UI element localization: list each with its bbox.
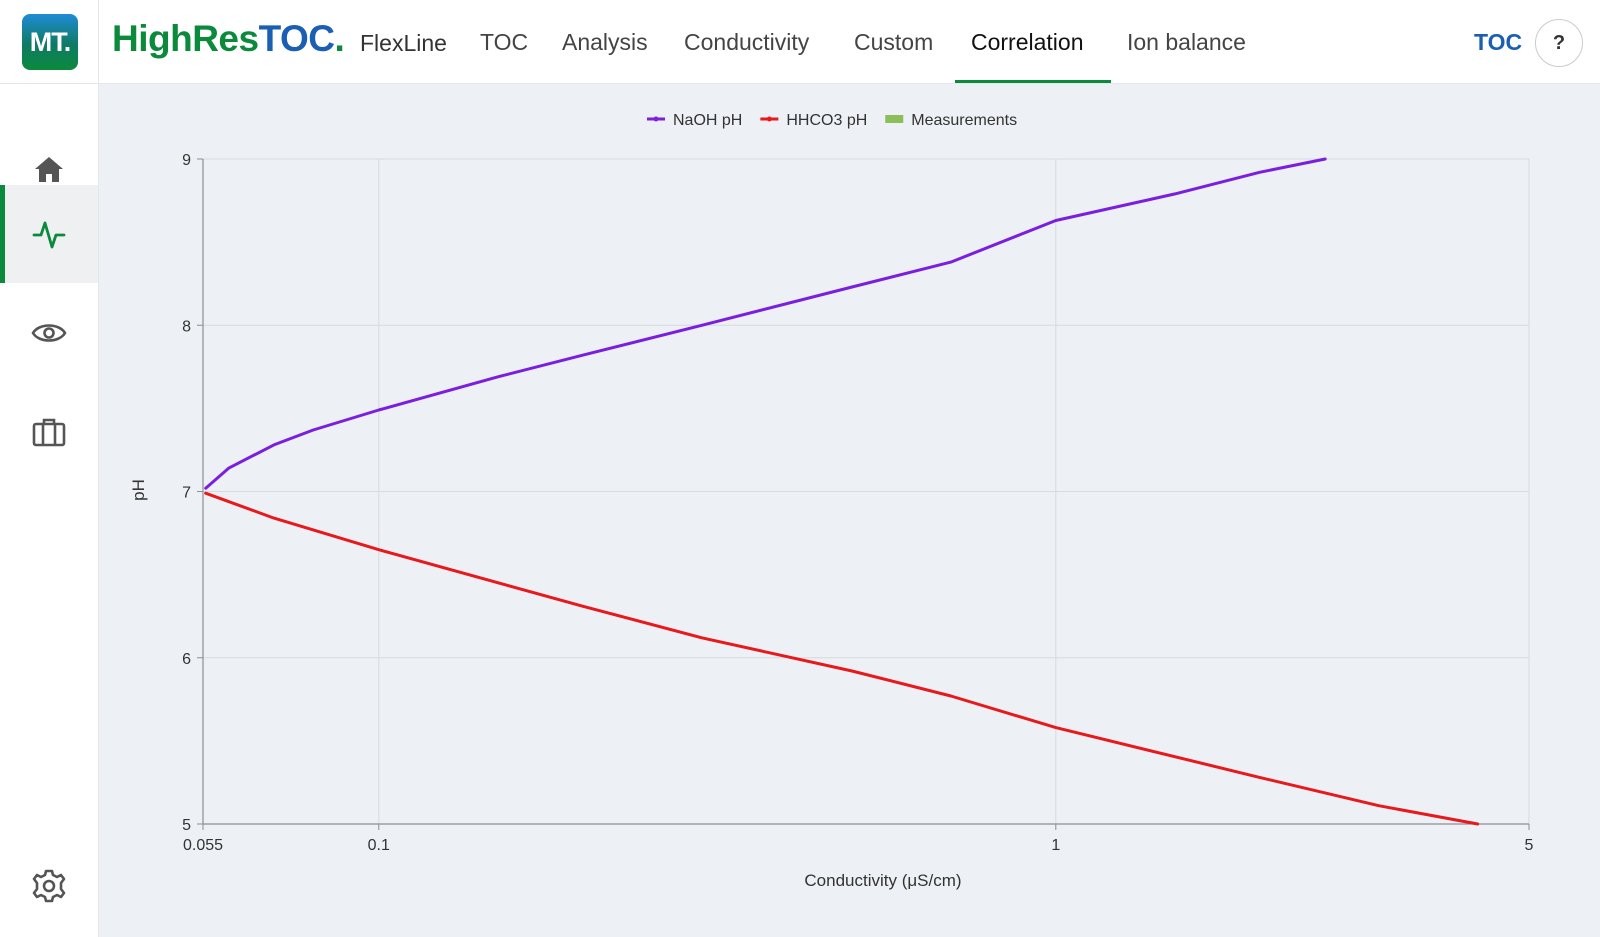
y-tick-label: 6 bbox=[182, 651, 191, 668]
briefcase-icon bbox=[32, 418, 66, 447]
tab-toc[interactable]: TOC bbox=[480, 29, 529, 55]
activity-icon bbox=[32, 221, 66, 249]
series-line-naoh-ph bbox=[204, 157, 1327, 490]
home-icon bbox=[35, 157, 63, 182]
product-name: FlexLine bbox=[360, 30, 447, 56]
help-button[interactable]: ? bbox=[1535, 19, 1583, 67]
sidebar-item-service[interactable] bbox=[0, 383, 98, 481]
sidebar-item-monitor[interactable] bbox=[0, 284, 98, 382]
chart-grid bbox=[202, 158, 1530, 825]
brand-part-2: TOC bbox=[258, 18, 335, 59]
toc-link[interactable]: TOC bbox=[1474, 29, 1523, 55]
active-tab-indicator bbox=[955, 80, 1111, 83]
x-tick-label: 0.055 bbox=[183, 837, 223, 854]
chart-area: 5 6 7 8 9 0.055 0.1 1 5 NaOH pH HHCO3 pH Measureme… bbox=[99, 84, 1600, 937]
legend-swatch-measurements bbox=[885, 115, 904, 123]
brand-title: HighResTOC. bbox=[112, 18, 345, 60]
legend-label-measurements: Measurements bbox=[911, 112, 1017, 129]
brand-dot: . bbox=[334, 18, 345, 59]
chart-legend: NaOH pH HHCO3 pH Measurements bbox=[647, 112, 1017, 129]
sidebar-item-settings[interactable] bbox=[0, 837, 98, 935]
tab-correlation[interactable]: Correlation bbox=[971, 29, 1084, 55]
tab-custom[interactable]: Custom bbox=[854, 29, 934, 55]
x-tick-label: 1 bbox=[1051, 837, 1060, 854]
tab-analysis[interactable]: Analysis bbox=[562, 29, 648, 55]
eye-icon bbox=[31, 324, 67, 342]
x-tick-label: 5 bbox=[1525, 837, 1534, 854]
correlation-chart: 5 6 7 8 9 0.055 0.1 1 5 NaOH pH HHCO3 pH Measureme… bbox=[129, 112, 1534, 890]
legend-marker-hhco3-ph bbox=[766, 116, 772, 122]
series-line-hhco3-ph bbox=[204, 491, 1480, 826]
tab-ion-balance[interactable]: Ion balance bbox=[1127, 29, 1246, 55]
chart-axes: 5 6 7 8 9 0.055 0.1 1 5 bbox=[182, 152, 1533, 854]
chart-series bbox=[204, 157, 1480, 826]
legend-marker-naoh-ph bbox=[653, 116, 659, 122]
gear-icon bbox=[32, 869, 66, 903]
tab-conductivity[interactable]: Conductivity bbox=[684, 29, 810, 55]
y-tick-label: 7 bbox=[182, 485, 191, 502]
top-bar: MT. HighResTOC. FlexLine TOC Analysis Co… bbox=[0, 0, 1600, 84]
legend-label-hhco3-ph: HHCO3 pH bbox=[786, 112, 867, 129]
sidebar bbox=[0, 84, 99, 937]
y-tick-label: 5 bbox=[182, 817, 191, 834]
sidebar-item-home[interactable] bbox=[0, 120, 98, 218]
legend-label-naoh-ph: NaOH pH bbox=[673, 112, 742, 129]
brand-part-1: HighRes bbox=[112, 18, 259, 59]
y-tick-label: 9 bbox=[182, 152, 191, 169]
x-axis-label: Conductivity (μS/cm) bbox=[804, 871, 961, 890]
logo-cell: MT. bbox=[0, 0, 99, 84]
y-tick-label: 8 bbox=[182, 318, 191, 335]
y-axis-label: pH bbox=[129, 479, 148, 501]
x-tick-label: 0.1 bbox=[368, 837, 390, 854]
mt-logo[interactable]: MT. bbox=[22, 14, 78, 70]
sidebar-item-activity[interactable] bbox=[0, 185, 98, 283]
